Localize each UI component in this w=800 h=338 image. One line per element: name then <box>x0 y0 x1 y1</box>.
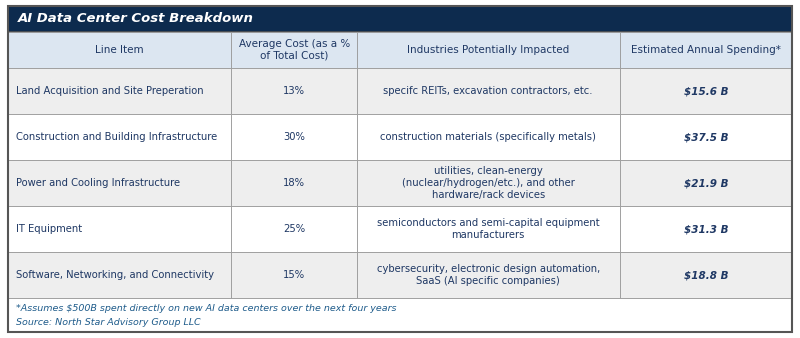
Bar <box>231 160 357 206</box>
Text: utilities, clean-energy
(nuclear/hydrogen/etc.), and other
hardware/rack devices: utilities, clean-energy (nuclear/hydroge… <box>402 166 574 200</box>
Text: *Assumes $500B spent directly on new AI data centers over the next four years: *Assumes $500B spent directly on new AI … <box>16 304 397 313</box>
Bar <box>357 32 619 68</box>
Text: $15.6 B: $15.6 B <box>683 86 728 96</box>
Text: $21.9 B: $21.9 B <box>683 178 728 188</box>
Bar <box>619 114 792 160</box>
Text: Source: North Star Advisory Group LLC: Source: North Star Advisory Group LLC <box>16 318 201 327</box>
Text: 25%: 25% <box>283 224 306 234</box>
Bar <box>8 160 231 206</box>
Bar <box>8 68 231 114</box>
Text: Software, Networking, and Connectivity: Software, Networking, and Connectivity <box>16 270 214 280</box>
Bar <box>619 206 792 252</box>
Bar <box>357 252 619 298</box>
Bar <box>357 68 619 114</box>
Bar <box>619 160 792 206</box>
Text: semiconductors and semi-capital equipment
manufacturers: semiconductors and semi-capital equipmen… <box>377 218 599 240</box>
Text: $37.5 B: $37.5 B <box>683 132 728 142</box>
Bar <box>8 114 231 160</box>
Bar <box>8 298 792 332</box>
Text: $18.8 B: $18.8 B <box>683 270 728 280</box>
Bar <box>231 68 357 114</box>
Bar <box>231 32 357 68</box>
Bar <box>357 206 619 252</box>
Text: Line Item: Line Item <box>95 45 144 55</box>
Bar <box>619 68 792 114</box>
Text: construction materials (specifically metals): construction materials (specifically met… <box>380 132 596 142</box>
Text: Power and Cooling Infrastructure: Power and Cooling Infrastructure <box>16 178 180 188</box>
Text: 18%: 18% <box>283 178 305 188</box>
Text: cybersecurity, electronic design automation,
SaaS (AI specific companies): cybersecurity, electronic design automat… <box>377 264 600 286</box>
Text: AI Data Center Cost Breakdown: AI Data Center Cost Breakdown <box>18 13 254 25</box>
Bar <box>619 252 792 298</box>
Bar <box>231 114 357 160</box>
Bar <box>357 160 619 206</box>
Bar <box>8 206 231 252</box>
Text: specifc REITs, excavation contractors, etc.: specifc REITs, excavation contractors, e… <box>383 86 593 96</box>
Text: 30%: 30% <box>283 132 305 142</box>
Bar <box>8 6 792 32</box>
Bar <box>8 32 231 68</box>
Text: $31.3 B: $31.3 B <box>683 224 728 234</box>
Text: 15%: 15% <box>283 270 306 280</box>
Text: Construction and Building Infrastructure: Construction and Building Infrastructure <box>16 132 218 142</box>
Bar <box>357 114 619 160</box>
Bar <box>8 252 231 298</box>
Text: Estimated Annual Spending*: Estimated Annual Spending* <box>631 45 781 55</box>
Bar <box>231 206 357 252</box>
Text: IT Equipment: IT Equipment <box>16 224 82 234</box>
Text: 13%: 13% <box>283 86 305 96</box>
Text: Average Cost (as a %
of Total Cost): Average Cost (as a % of Total Cost) <box>238 39 350 61</box>
Text: Land Acquisition and Site Preperation: Land Acquisition and Site Preperation <box>16 86 204 96</box>
Bar <box>231 252 357 298</box>
Text: Industries Potentially Impacted: Industries Potentially Impacted <box>407 45 570 55</box>
Bar <box>619 32 792 68</box>
